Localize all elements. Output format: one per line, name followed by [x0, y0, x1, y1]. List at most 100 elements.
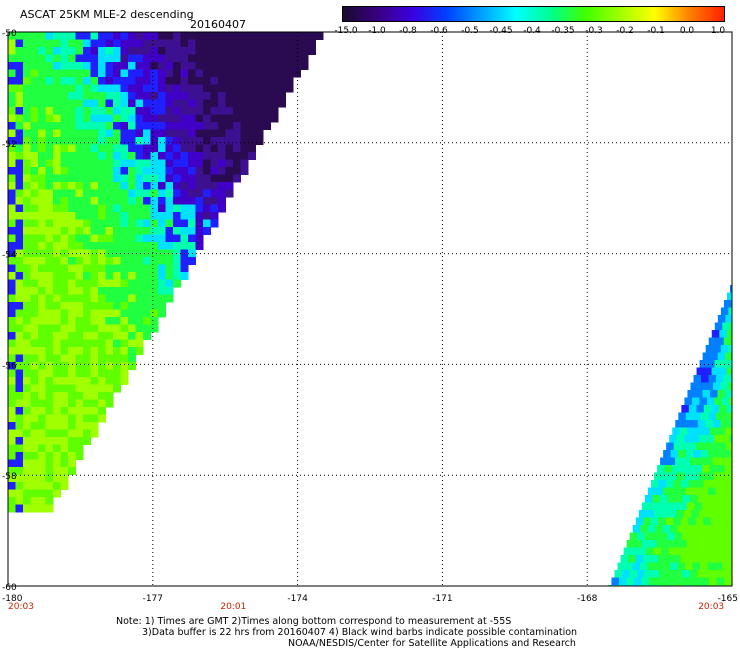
- swath-cell: [15, 422, 24, 430]
- swath-cell: [203, 122, 211, 130]
- swath-cell: [68, 107, 76, 115]
- swath-cell: [53, 474, 61, 483]
- swath-cell: [68, 377, 76, 385]
- lat-tick-label: -50: [2, 29, 17, 39]
- swath-cell: [308, 39, 316, 48]
- swath-cell: [684, 397, 693, 406]
- swath-cell: [128, 182, 136, 190]
- swath-cell: [53, 347, 61, 355]
- swath-cell: [60, 354, 69, 363]
- swath-cell: [105, 234, 114, 243]
- swath-cell: [8, 287, 16, 295]
- swath-cell: [113, 189, 121, 198]
- swath-cell: [173, 182, 181, 190]
- swath-cell: [113, 114, 121, 123]
- swath-cell: [38, 392, 46, 400]
- swath-cell: [98, 197, 106, 205]
- swath-cell: [120, 377, 129, 385]
- swath-cell: [23, 309, 31, 318]
- swath-cell: [105, 249, 114, 258]
- swath-cell: [255, 32, 264, 40]
- swath-cell: [128, 159, 136, 168]
- swath-cell: [30, 384, 39, 393]
- swath-cell: [731, 577, 732, 586]
- swath-cell: [30, 392, 39, 400]
- swath-cell: [45, 467, 54, 475]
- swath-cell: [135, 152, 144, 160]
- swath-cell: [659, 570, 668, 578]
- swath-cell: [218, 152, 226, 160]
- swath-cell: [676, 547, 685, 556]
- swath-cell: [23, 339, 31, 348]
- swath-cell: [706, 435, 715, 443]
- swath-cell: [53, 324, 61, 333]
- swath-cell: [240, 159, 249, 168]
- swath-cell: [173, 99, 181, 108]
- swath-cell: [90, 414, 99, 423]
- swath-cell: [83, 152, 91, 160]
- swath-cell: [173, 227, 181, 235]
- swath-cell: [188, 234, 196, 243]
- swath-cell: [703, 405, 712, 413]
- swath-cell: [75, 369, 84, 378]
- swath-cell: [30, 137, 39, 145]
- swath-cell: [53, 212, 61, 220]
- swath-cell: [255, 107, 264, 115]
- swath-cell: [83, 287, 91, 295]
- colorbar-label: -0.5: [461, 26, 479, 36]
- swath-cell: [210, 167, 219, 175]
- swath-cell: [38, 84, 46, 93]
- swath-cell: [68, 234, 76, 243]
- colorbar-label: 0.0: [679, 26, 695, 36]
- swath-cell: [225, 54, 234, 63]
- swath-cell: [150, 242, 159, 250]
- swath-cell: [712, 457, 721, 466]
- swath-cell: [218, 39, 226, 48]
- swath-cell: [218, 167, 226, 175]
- swath-cell: [23, 392, 31, 400]
- swath-cell: [270, 69, 279, 78]
- swath-cell: [120, 159, 129, 168]
- swath-cell: [98, 107, 106, 115]
- swath-cell: [255, 114, 264, 123]
- swath-cell: [195, 159, 204, 168]
- swath-cell: [203, 152, 211, 160]
- swath-cell: [233, 77, 241, 85]
- swath-cell: [143, 182, 151, 190]
- swath-cell: [726, 405, 732, 413]
- swath-cell: [75, 339, 84, 348]
- swath-cell: [669, 435, 678, 443]
- swath-cell: [270, 54, 279, 63]
- swath-cell: [38, 332, 46, 340]
- swath-cell: [30, 54, 39, 63]
- swath-cell: [195, 47, 204, 55]
- swath-cell: [30, 84, 39, 93]
- swath-cell: [723, 375, 732, 383]
- swath-cell: [30, 317, 39, 325]
- swath-cell: [83, 144, 91, 153]
- swath-cell: [667, 457, 676, 466]
- lon-tick-label: -168: [577, 594, 598, 604]
- swath-cell: [120, 347, 129, 355]
- swath-cell: [203, 137, 211, 145]
- swath-cell: [135, 234, 144, 243]
- swath-cell: [690, 420, 699, 428]
- swath-cell: [23, 182, 31, 190]
- swath-cell: [53, 129, 61, 138]
- swath-cell: [53, 414, 61, 423]
- swath-cell: [195, 174, 204, 183]
- swath-cell: [83, 317, 91, 325]
- swath-cell: [75, 227, 84, 235]
- swath-cell: [165, 62, 174, 70]
- swath-cell: [120, 272, 129, 280]
- swath-cell: [158, 264, 166, 273]
- swath-cell: [712, 420, 721, 428]
- swath-cell: [113, 279, 121, 288]
- swath-cell: [727, 382, 732, 391]
- swath-cell: [655, 525, 664, 533]
- swath-cell: [165, 107, 174, 115]
- swath-cell: [83, 219, 91, 228]
- swath-cell: [158, 302, 166, 310]
- swath-cell: [718, 480, 727, 488]
- swath-cell: [128, 332, 136, 340]
